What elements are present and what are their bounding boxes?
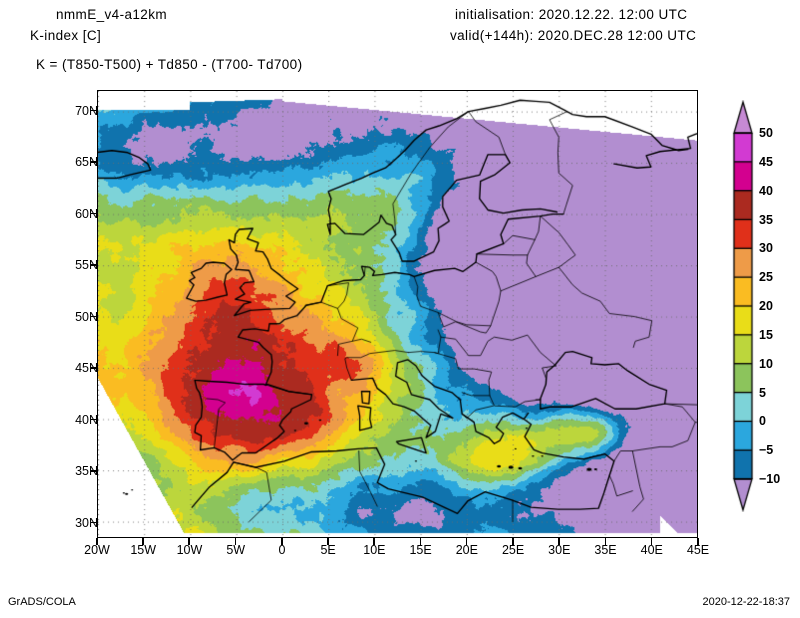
x-tick-label: 20W	[84, 543, 110, 557]
colorbar-tick-label: 45	[759, 154, 773, 169]
colorbar-tick-label: 30	[759, 241, 773, 256]
colorbar-tick-label: 0	[759, 414, 766, 429]
y-tick-label: 35N	[75, 464, 98, 479]
x-tick-label: 35E	[594, 543, 617, 557]
x-tick-mark	[604, 538, 607, 545]
x-tick-mark	[697, 538, 699, 545]
x-tick-label: 15W	[130, 543, 157, 557]
map-plot-frame	[97, 90, 698, 538]
x-tick-label: 40E	[640, 543, 663, 557]
y-tick-mark	[91, 161, 98, 163]
y-tick-label: 55N	[75, 258, 98, 273]
colorbar: −10 −5 0 5 10 15 20 25 30 35 40 45 50	[728, 100, 798, 512]
y-tick-label: 40N	[75, 412, 98, 427]
y-tick-mark	[91, 418, 98, 421]
x-tick-label: 5W	[226, 543, 246, 557]
x-tick-label: 0	[278, 543, 286, 557]
initialisation-label: initialisation: 2020.12.22. 12:00 UTC	[455, 7, 688, 22]
x-tick-label: 10W	[176, 543, 203, 557]
y-tick-label: 30N	[75, 515, 98, 530]
x-tick-label: 20E	[455, 543, 478, 557]
x-tick-label: 15E	[409, 543, 432, 557]
y-tick-mark	[91, 315, 98, 318]
x-tick-mark	[96, 538, 98, 545]
colorbar-tick-label: 35	[759, 212, 773, 227]
x-tick-mark	[327, 538, 329, 545]
x-tick-mark	[558, 538, 560, 545]
x-tick-mark	[142, 538, 144, 545]
y-tick-mark	[91, 521, 98, 524]
y-tick-label: 50N	[75, 309, 98, 324]
colorbar-tick-label: 10	[759, 356, 773, 371]
x-tick-mark	[234, 538, 237, 545]
field-name-label: K-index [C]	[30, 28, 102, 43]
x-tick-mark	[188, 538, 191, 545]
colorbar-tick-label: 40	[759, 183, 773, 198]
formula-label: K = (T850-T500) + Td850 - (T700- Td700)	[36, 57, 303, 72]
model-name-label: nmmE_v4-a12km	[56, 7, 167, 22]
colorbar-tick-label: −10	[759, 472, 781, 486]
k-index-heatmap	[98, 91, 697, 537]
colorbar-tick-label: −5	[759, 443, 774, 458]
x-tick-mark	[650, 538, 653, 545]
y-tick-label: 65N	[75, 155, 98, 170]
valid-time-label: valid(+144h): 2020.DEC.28 12:00 UTC	[450, 28, 697, 43]
x-tick-mark	[419, 538, 422, 545]
colorbar-tick-label: 50	[759, 126, 773, 140]
y-tick-mark	[91, 367, 98, 369]
y-tick-label: 60N	[75, 206, 98, 221]
colorbar-tick-label: 20	[759, 299, 773, 313]
y-tick-label: 45N	[75, 361, 98, 376]
x-tick-label: 25E	[501, 543, 525, 557]
x-tick-label: 5E	[320, 543, 336, 557]
colorbar-tick-label: 25	[759, 270, 773, 285]
generated-timestamp: 2020-12-22-18:37	[702, 596, 790, 608]
x-tick-label: 45E	[686, 543, 710, 557]
colorbar-tick-label: 15	[759, 327, 773, 342]
y-tick-mark	[91, 470, 98, 472]
colorbar-gradient	[728, 100, 758, 512]
x-tick-mark	[373, 538, 375, 545]
y-tick-label: 70N	[75, 103, 98, 118]
x-tick-mark	[512, 538, 514, 545]
colorbar-tick-label: 5	[759, 385, 766, 400]
y-tick-mark	[91, 212, 98, 215]
x-tick-label: 10E	[363, 543, 386, 557]
y-tick-mark	[91, 109, 98, 112]
y-tick-mark	[91, 264, 98, 266]
producer-label: GrADS/COLA	[8, 596, 76, 608]
x-tick-label: 30E	[548, 543, 571, 557]
x-tick-mark	[465, 538, 468, 545]
x-tick-mark	[280, 538, 283, 545]
